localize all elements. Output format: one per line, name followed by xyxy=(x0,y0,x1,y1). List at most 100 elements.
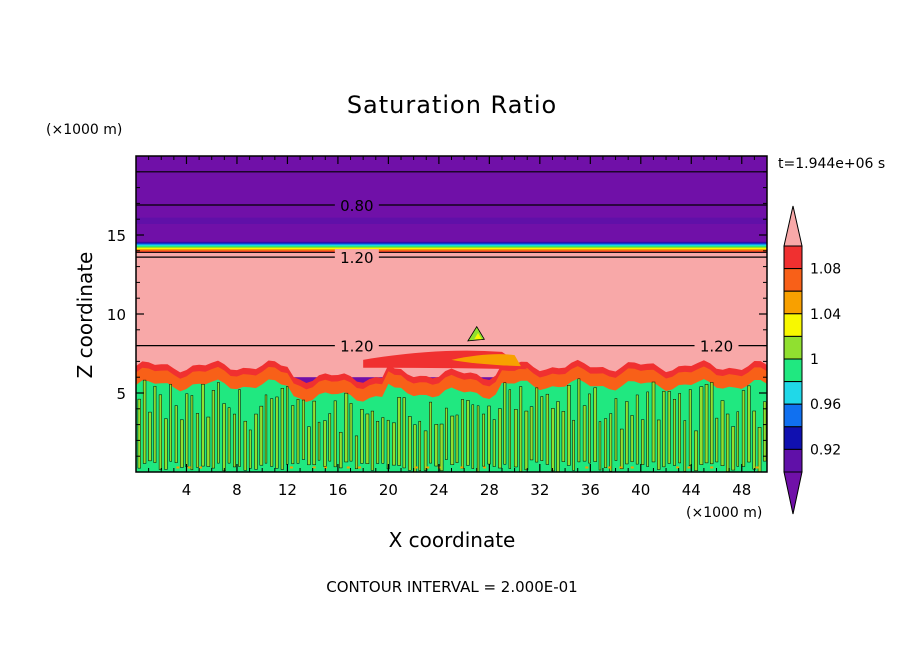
updraft-streak xyxy=(333,400,337,468)
colorbar-tick-label: 0.92 xyxy=(810,442,841,458)
updraft-streak xyxy=(482,413,485,467)
updraft-streak xyxy=(455,414,459,463)
transition-band xyxy=(136,241,767,243)
updraft-streak xyxy=(450,415,455,465)
updraft-streak xyxy=(763,401,767,462)
contour-label: 1.20 xyxy=(340,249,373,267)
updraft-streak xyxy=(604,418,608,468)
updraft-streak xyxy=(657,419,661,470)
updraft-streak xyxy=(725,413,730,472)
updraft-streak xyxy=(291,405,295,465)
updraft-streak xyxy=(217,382,220,464)
updraft-streak xyxy=(614,398,618,461)
updraft-streak xyxy=(519,386,523,472)
surface-speckle xyxy=(483,466,487,469)
colorbar-bin xyxy=(783,245,803,270)
x-tick-label: 8 xyxy=(232,481,242,499)
surface-speckle xyxy=(346,466,350,469)
surface-speckle xyxy=(607,466,611,469)
y-tick-label: 10 xyxy=(107,306,126,324)
updraft-streak xyxy=(678,393,681,464)
layer-dark-band xyxy=(136,217,767,224)
updraft-streak xyxy=(381,417,385,464)
contour-label: 1.20 xyxy=(340,338,373,356)
transition-band xyxy=(136,246,767,249)
updraft-streak xyxy=(704,384,709,464)
x-tick-label: 28 xyxy=(480,481,499,499)
updraft-streak xyxy=(376,421,380,464)
updraft-streak xyxy=(582,405,587,462)
plume-orange xyxy=(451,354,521,367)
updraft-streak xyxy=(545,393,549,465)
updraft-streak xyxy=(598,421,602,471)
updraft-streak xyxy=(630,415,634,463)
updraft-streak xyxy=(312,400,316,466)
updraft-streak xyxy=(439,423,444,472)
x-axis-label: X coordinate xyxy=(389,528,516,552)
updraft-streak xyxy=(736,411,739,467)
y-unit-label: (×1000 m) xyxy=(46,122,122,138)
updraft-streak xyxy=(248,429,252,469)
updraft-streak xyxy=(286,386,289,465)
colorbar-bin xyxy=(783,403,803,428)
contour-label-bg xyxy=(694,337,739,354)
updraft-streak xyxy=(535,387,539,463)
colorbar-bin xyxy=(783,335,803,360)
colorbar-bin xyxy=(783,268,803,292)
contour-interval-footer: CONTOUR INTERVAL = 2.000E-01 xyxy=(326,578,577,596)
updraft-streak xyxy=(301,399,305,460)
updraft-streak xyxy=(508,389,512,469)
updraft-streak xyxy=(540,396,544,461)
updraft-streak xyxy=(206,416,211,467)
colorbar-tick-label: 1 xyxy=(810,352,819,368)
updraft-streak xyxy=(694,430,698,471)
updraft-streak xyxy=(434,424,439,467)
surface-speckle xyxy=(755,466,759,469)
colorbar-tick-label: 1.08 xyxy=(810,262,841,278)
x-unit-label: (×1000 m) xyxy=(686,505,762,521)
surface-speckle xyxy=(187,466,191,469)
x-tick-label: 36 xyxy=(581,481,600,499)
updraft-streak xyxy=(487,405,491,465)
colorbar-bin xyxy=(783,381,803,405)
updraft-streak xyxy=(397,397,401,466)
updraft-streak xyxy=(646,391,649,467)
surface-speckle xyxy=(312,466,316,469)
updraft-streak xyxy=(492,419,496,467)
updraft-streak xyxy=(731,426,736,471)
surface-speckle xyxy=(687,466,691,469)
updraft-streak xyxy=(259,405,264,466)
updraft-streak xyxy=(588,393,591,464)
transition-band xyxy=(136,245,767,248)
updraft-streak xyxy=(529,406,534,461)
updraft-streak xyxy=(354,435,359,470)
colorbar-tick-label: 1.04 xyxy=(810,307,841,323)
updraft-streak xyxy=(243,420,247,471)
updraft-streak xyxy=(561,411,566,462)
updraft-streak xyxy=(270,398,274,467)
x-tick-label: 32 xyxy=(530,481,549,499)
updraft-streak xyxy=(741,390,746,467)
colorbar-tick-label: 0.96 xyxy=(810,397,841,413)
colorbar-bin xyxy=(783,313,803,337)
updraft-streak xyxy=(619,428,624,470)
updraft-streak xyxy=(137,398,141,469)
updraft-streak xyxy=(418,420,422,472)
updraft-streak xyxy=(471,404,475,469)
updraft-streak xyxy=(556,401,560,472)
updraft-streak xyxy=(344,392,349,463)
updraft-streak xyxy=(328,413,332,462)
updraft-streak xyxy=(423,430,428,471)
updraft-streak xyxy=(180,419,184,468)
updraft-streak xyxy=(683,420,687,472)
updraft-streak xyxy=(323,420,327,467)
surface-speckle xyxy=(460,466,464,469)
y-axis-label: Z coordinate xyxy=(73,252,97,379)
updraft-streak xyxy=(747,385,751,463)
updraft-streak xyxy=(503,382,507,465)
updraft-streak xyxy=(577,378,581,463)
updraft-streak xyxy=(710,382,714,465)
updraft-streak xyxy=(201,383,205,467)
colorbar-bin xyxy=(783,426,803,450)
surface-speckle xyxy=(199,466,203,469)
